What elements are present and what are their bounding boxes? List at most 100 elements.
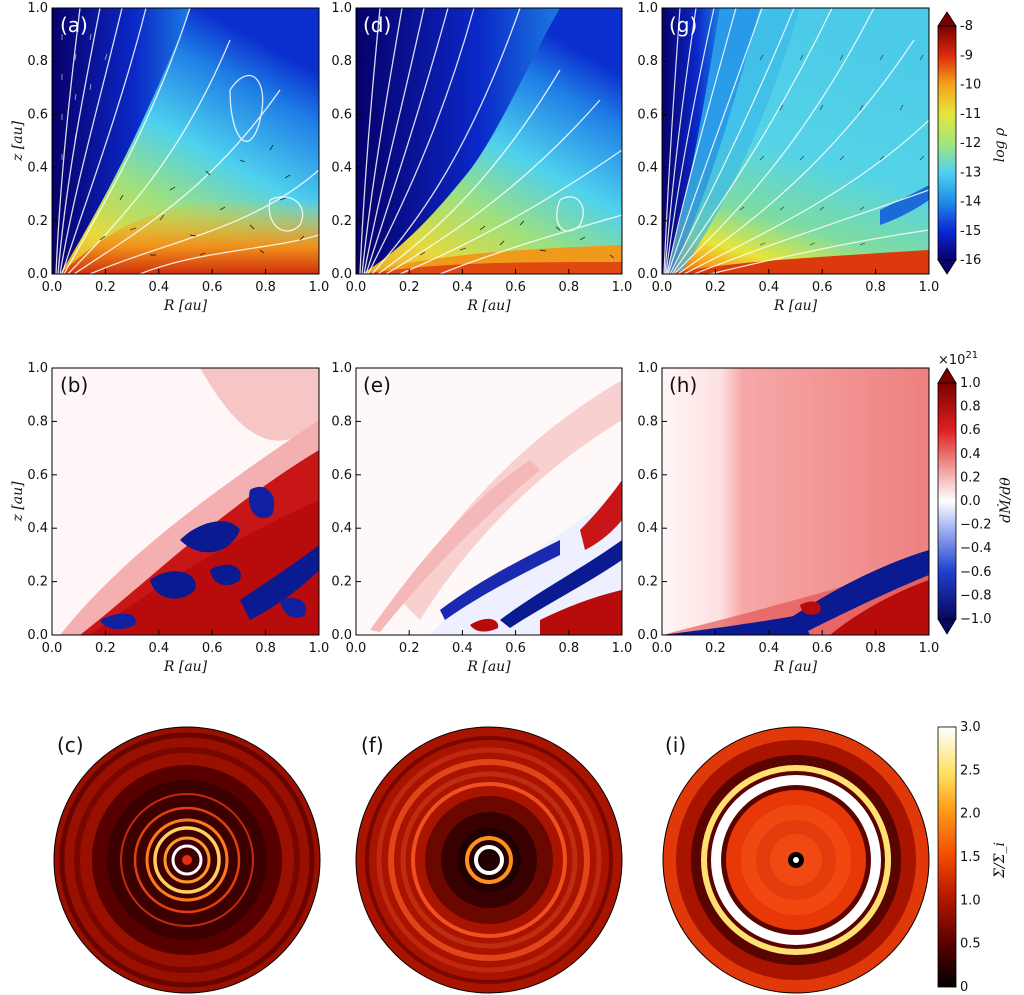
- ytick-label-h: 1.0: [637, 361, 658, 376]
- ytick-label-h: 0.4: [637, 521, 658, 536]
- colorbar-tick-label: -14: [960, 195, 981, 210]
- colorbar-flux-label: dṀ/dθ: [996, 477, 1014, 523]
- colorbar-sigma: Σ/Σ_i: [937, 726, 1008, 988]
- panel-label-g: (g): [669, 13, 697, 37]
- xtick-label-h: 0.0: [652, 641, 673, 656]
- frame-g: [661, 7, 930, 275]
- panel-label-h: (h): [669, 373, 697, 397]
- polar-panel-c: [53, 726, 321, 994]
- xtick-label-d: 0.0: [346, 280, 367, 295]
- colorbar-flux: ×1021 dṀ/dθ: [937, 350, 1014, 635]
- colorbar-tick-label: -8: [960, 19, 973, 34]
- flux-panel-e: [356, 368, 622, 635]
- xtick-label-e: 0.6: [505, 641, 526, 656]
- ytick-label-a: 0.6: [27, 107, 48, 122]
- xaxis-label-g: R [au]: [773, 298, 818, 314]
- xtick-label-e: 1.0: [612, 641, 633, 656]
- colorbar-flux-exponent: 21: [965, 350, 978, 361]
- xtick-label-b: 0.2: [95, 641, 116, 656]
- ytick-label-a: 0.4: [27, 161, 48, 176]
- ytick-label-b: 0.4: [27, 521, 48, 536]
- ytick-label-g: 0.4: [637, 161, 658, 176]
- xtick-label-e: 0.8: [558, 641, 579, 656]
- ytick-label-a: 0.0: [27, 267, 48, 282]
- xtick-label-h: 0.8: [865, 641, 886, 656]
- colorbar-tick-label: 1.0: [960, 376, 981, 391]
- ytick-label-b: 0.2: [27, 575, 48, 590]
- ytick-label-a: 0.8: [27, 54, 48, 69]
- ytick-label-e: 0.2: [331, 575, 352, 590]
- colorbar-tick-label: −0.4: [960, 541, 992, 556]
- ytick-label-h: 0.8: [637, 414, 658, 429]
- flux-panel-b: [52, 368, 319, 635]
- colorbar-density-label: log ρ: [992, 127, 1008, 162]
- svg-text:×1021: ×1021: [938, 350, 978, 368]
- colorbar-tick-label: 0.5: [960, 937, 981, 952]
- frame-d: [355, 7, 623, 275]
- flux-panel-h: [662, 368, 929, 635]
- colorbar-tick-label: −1.0: [960, 612, 992, 627]
- frame-a: [51, 7, 320, 275]
- ytick-label-d: 0.8: [331, 54, 352, 69]
- panel-label-e: (e): [363, 373, 391, 397]
- ytick-label-e: 0.6: [331, 468, 352, 483]
- xtick-label-d: 0.6: [505, 280, 526, 295]
- colorbar-tick-label: 0: [960, 980, 968, 995]
- xaxis-label-d: R [au]: [466, 298, 511, 314]
- colorbar-tick-label: 0.0: [960, 494, 981, 509]
- xtick-label-g: 0.6: [812, 280, 833, 295]
- colorbar-tick-label: −0.6: [960, 565, 992, 580]
- ytick-label-e: 0.4: [331, 521, 352, 536]
- colorbar-tick-label: -15: [960, 224, 981, 239]
- density-panel-g: [662, 8, 929, 274]
- xaxis-label-e: R [au]: [466, 659, 511, 675]
- xaxis-label-b: R [au]: [163, 659, 208, 675]
- colorbar-tick-label: 2.0: [960, 807, 981, 822]
- colorbar-tick-label: 3.0: [960, 720, 981, 735]
- xaxis-label-a: R [au]: [163, 298, 208, 314]
- ytick-label-g: 0.0: [637, 267, 658, 282]
- ytick-label-d: 0.2: [331, 214, 352, 229]
- xtick-label-a: 0.4: [148, 280, 169, 295]
- xtick-label-e: 0.4: [452, 641, 473, 656]
- colorbar-tick-label: −0.2: [960, 518, 992, 533]
- colorbar-tick-label: 0.8: [960, 400, 981, 415]
- ytick-label-b: 0.0: [27, 628, 48, 643]
- colorbar-flux-multiplier: ×10: [938, 353, 965, 368]
- panel-label-i: (i): [665, 733, 686, 757]
- panel-label-a: (a): [60, 13, 88, 37]
- colorbar-tick-label: -10: [960, 78, 981, 93]
- yaxis-label-a: z [au]: [10, 120, 26, 162]
- xtick-label-h: 0.2: [705, 641, 726, 656]
- ytick-label-h: 0.0: [637, 628, 658, 643]
- ytick-label-g: 0.6: [637, 107, 658, 122]
- xtick-label-a: 0.8: [255, 280, 276, 295]
- xtick-label-h: 0.6: [812, 641, 833, 656]
- xtick-label-a: 0.0: [42, 280, 63, 295]
- xtick-label-d: 0.4: [452, 280, 473, 295]
- colorbar-density: log ρ: [937, 11, 1008, 275]
- ytick-label-h: 0.6: [637, 468, 658, 483]
- ytick-label-h: 0.2: [637, 575, 658, 590]
- polar-panel-i: [662, 726, 930, 994]
- colorbar-tick-label: 0.2: [960, 470, 981, 485]
- ytick-label-b: 0.8: [27, 414, 48, 429]
- colorbar-tick-label: -16: [960, 253, 981, 268]
- colorbar-tick-label: 0.6: [960, 423, 981, 438]
- xtick-label-b: 0.8: [255, 641, 276, 656]
- density-panel-d: [356, 8, 622, 274]
- xtick-label-e: 0.0: [346, 641, 367, 656]
- ytick-label-e: 0.0: [331, 628, 352, 643]
- colorbar-tick-label: 1.5: [960, 850, 981, 865]
- xtick-label-b: 0.4: [148, 641, 169, 656]
- ytick-label-b: 1.0: [27, 361, 48, 376]
- axes-layer: 0.0 0.2 0.4 0.6 0.8 1.0 0.0 0.2 0.4 0.6 0.8 1.0 R [a…: [10, 1, 992, 995]
- ytick-label-e: 1.0: [331, 361, 352, 376]
- colorbar-tick-label: 1.0: [960, 893, 981, 908]
- xtick-label-a: 0.6: [202, 280, 223, 295]
- xaxis-label-h: R [au]: [773, 659, 818, 675]
- xtick-label-b: 0.0: [42, 641, 63, 656]
- xtick-label-g: 0.0: [652, 280, 673, 295]
- ytick-label-a: 0.2: [27, 214, 48, 229]
